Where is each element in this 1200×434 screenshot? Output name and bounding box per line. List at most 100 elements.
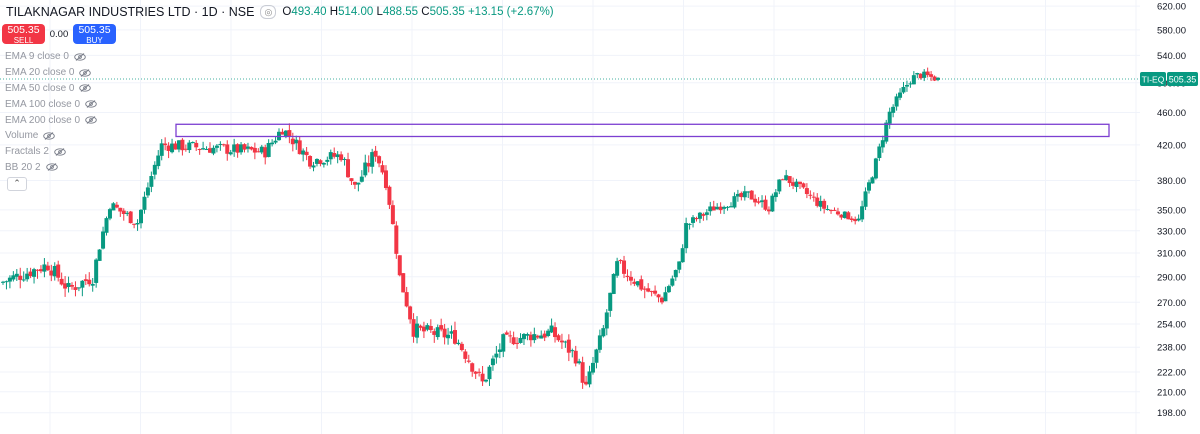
eye-icon[interactable] [45, 163, 58, 172]
candle-body [221, 144, 226, 146]
candle-body [252, 147, 257, 153]
candle-body [777, 179, 782, 192]
candle-body [677, 261, 682, 270]
sell-label: SELL [13, 36, 34, 45]
change-value: +13.15 (+2.67%) [467, 6, 554, 18]
candle-body [477, 371, 482, 373]
candle-body [580, 362, 585, 383]
candle-body [318, 160, 323, 164]
eye-icon[interactable] [79, 68, 92, 77]
indicator-item[interactable]: EMA 200 close 0 [5, 112, 97, 128]
eye-icon[interactable] [85, 116, 97, 124]
eye-icon[interactable] [85, 100, 97, 109]
indicator-item[interactable]: Volume [5, 128, 97, 144]
candle-body [349, 178, 354, 182]
candle-body [28, 271, 33, 277]
candle-body [563, 341, 568, 343]
candle-body [283, 130, 288, 137]
candle-body [190, 142, 195, 144]
symbol-tag-background [1140, 71, 1166, 86]
candle-body [908, 83, 913, 85]
candle-body [856, 218, 861, 221]
candle-body [653, 290, 658, 294]
indicator-item[interactable]: Fractals 2 [5, 144, 97, 160]
hide-icon[interactable]: ◎ [260, 5, 277, 19]
candle-body [870, 177, 875, 184]
candle-body [618, 260, 623, 262]
candle-body [194, 142, 199, 148]
price-tick-label: 330.00 [1157, 226, 1186, 237]
candle-body [766, 209, 771, 212]
candle-body [756, 201, 761, 203]
candle-body [70, 285, 75, 287]
candle-body [691, 217, 696, 223]
candle-body [404, 292, 409, 307]
close-value: 505.35 [429, 6, 465, 18]
candle-body [797, 181, 802, 185]
candle-body [249, 146, 254, 150]
candle-body [14, 273, 19, 277]
eye-icon[interactable] [74, 53, 86, 61]
candle-body [49, 270, 54, 276]
sell-button[interactable]: 505.35 SELL [2, 24, 45, 45]
candle-body [594, 349, 599, 363]
candle-body [7, 277, 12, 282]
candle-body [4, 281, 9, 283]
eye-icon[interactable] [43, 132, 56, 140]
candle-body [394, 225, 399, 254]
candle-body [259, 146, 264, 153]
candle-body [635, 281, 640, 286]
candle-body [290, 138, 295, 145]
candle-body [625, 275, 630, 278]
candle-body [835, 211, 840, 215]
candle-body [842, 211, 847, 218]
candle-body [245, 146, 250, 149]
indicator-label: Fractals 2 [5, 146, 49, 158]
open-label: O [282, 6, 292, 18]
indicator-item[interactable]: EMA 50 close 0 [5, 81, 97, 97]
indicator-item[interactable]: BB 20 2 [5, 160, 97, 176]
candle-body [590, 362, 595, 373]
candle-body [739, 192, 744, 198]
candle-body [59, 278, 64, 285]
candle-body [639, 279, 644, 290]
symbol-tag-text: TI-EQ [1142, 74, 1165, 84]
candle-body [73, 287, 78, 290]
candle-body [546, 330, 551, 336]
candle-body [666, 286, 671, 293]
candle-body [559, 340, 564, 343]
candle-body [697, 212, 702, 219]
candle-body [211, 147, 216, 154]
symbol-title[interactable]: TILAKNAGAR INDUSTRIES LTD · 1D · NSE [6, 5, 255, 19]
candle-body [632, 281, 637, 284]
candle-body [608, 292, 613, 311]
candle-body [929, 74, 934, 77]
eye-icon[interactable] [79, 84, 92, 93]
eye-icon[interactable] [54, 147, 66, 156]
chevron-up-icon[interactable]: ⌃ [7, 177, 27, 191]
candle-body [728, 206, 733, 208]
candle-body [694, 218, 699, 220]
indicator-item[interactable]: EMA 20 close 0 [5, 65, 97, 81]
trade-panel: 505.35 SELL 0.00 505.35 BUY [2, 24, 116, 45]
resistance-zone-box[interactable] [175, 123, 1110, 138]
indicator-item[interactable]: EMA 100 close 0 [5, 96, 97, 112]
candle-body [511, 337, 516, 345]
candle-body [208, 148, 213, 153]
buy-button[interactable]: 505.35 BUY [73, 24, 116, 45]
candle-body [256, 151, 261, 153]
candle-body [449, 331, 454, 334]
candle-body [898, 92, 903, 98]
candle-body [76, 287, 81, 289]
candle-body [746, 191, 751, 193]
candle-body [311, 165, 316, 168]
candle-body [735, 193, 740, 197]
candle-body [366, 163, 371, 167]
candle-body [801, 183, 806, 188]
indicator-item[interactable]: EMA 9 close 0 [5, 49, 97, 65]
candle-body [649, 291, 654, 293]
candle-body [684, 223, 689, 249]
price-axis[interactable]: 620.00580.00540.00500.00460.00420.00380.… [1157, 2, 1186, 420]
candle-body [273, 140, 278, 143]
